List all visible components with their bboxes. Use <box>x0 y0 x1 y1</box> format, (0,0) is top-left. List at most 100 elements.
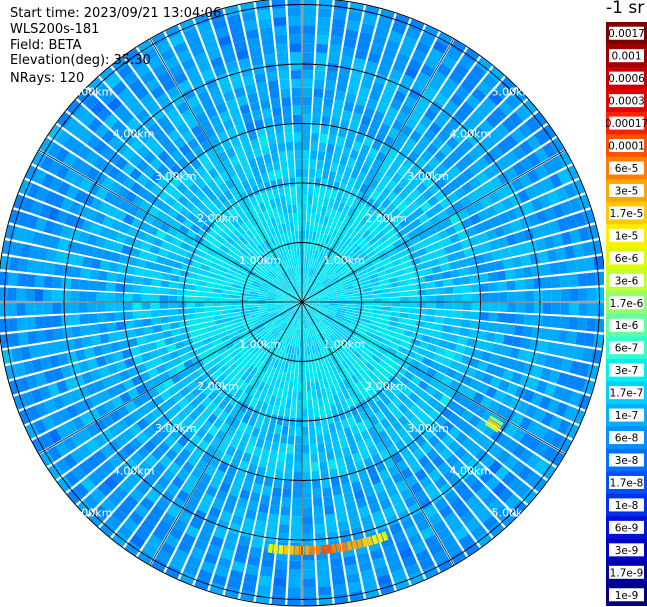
colorbar-label: 6e-7 <box>615 343 639 355</box>
colorbar-label-box <box>609 318 644 332</box>
colorbar-label: 0.001 <box>611 51 641 63</box>
feature-cell <box>320 544 326 555</box>
range-ring <box>182 182 422 422</box>
colorbar-label: 3e-8 <box>615 455 639 467</box>
ring-label: 3.00km <box>155 422 197 435</box>
colorbar-label: 1e-5 <box>615 230 639 242</box>
colorbar-label-box <box>609 520 644 534</box>
feature-cell <box>346 541 353 551</box>
colorbar-label: 0.0017 <box>608 28 645 40</box>
colorbar-label-box <box>609 139 644 153</box>
elevation-label: Elevation(deg): 35.30 <box>10 53 151 68</box>
range-ring <box>242 242 362 362</box>
radial-line <box>38 149 303 303</box>
feature-cell <box>283 545 289 555</box>
ring-label: 2.00km <box>197 380 239 393</box>
ring-label: 3.00km <box>407 170 449 183</box>
ring-label: 2.00km <box>197 212 239 225</box>
ring-label: 1.00km <box>239 338 281 351</box>
colorbar-label-box <box>609 273 644 287</box>
colorbar-label: 1.7e-6 <box>610 298 644 310</box>
colorbar-label-box <box>609 431 644 445</box>
feature-cell <box>325 544 332 554</box>
ring-label: 5.00km <box>492 86 534 99</box>
colorbar-label-box <box>609 386 644 400</box>
feature-cell <box>310 545 316 555</box>
colorbar-label-box <box>609 543 644 557</box>
radial-line <box>149 301 303 566</box>
ppi-plot: 1.00km 1.00km 1.00km 1.00km 2.00km 2.00km 2.00… <box>0 0 604 607</box>
colorbar-label: 1.7e-8 <box>610 477 644 489</box>
feature-cell <box>278 544 284 555</box>
colorbar-label-box <box>609 94 644 108</box>
ring-label: 1.00km <box>323 338 365 351</box>
colorbar-label-box <box>609 498 644 512</box>
colorbar-label-box <box>609 183 644 197</box>
ring-label: 1.00km <box>323 254 365 267</box>
colorbar-label-box <box>609 228 644 242</box>
feature-cell <box>489 415 504 426</box>
colorbar-label-box <box>609 116 644 130</box>
feature-cell <box>361 537 368 548</box>
ring-label: 4.00km <box>113 464 155 477</box>
feature-cell <box>366 536 374 546</box>
colorbar-label: 1e-7 <box>615 410 639 422</box>
colorbar-label: 1.7e-5 <box>610 208 644 220</box>
radial-line <box>301 301 566 455</box>
field-label: Field: BETA <box>10 38 82 53</box>
feature-cell <box>294 545 300 555</box>
colorbar-label: 6e-9 <box>615 522 639 534</box>
colorbar-label-box <box>609 71 644 85</box>
colorbar-label-box <box>609 475 644 489</box>
ring-label: 1.00km <box>239 254 281 267</box>
ring-label: 2.00km <box>365 212 407 225</box>
nrays-label: NRays: 120 <box>10 71 85 86</box>
feature-cell <box>341 542 348 552</box>
feature-cell <box>305 545 310 555</box>
ring-label: 5.00km <box>71 86 113 99</box>
range-gates <box>0 0 604 606</box>
colorbar-label-box <box>609 296 644 310</box>
radial-line <box>38 301 303 455</box>
ring-label: 3.00km <box>155 170 197 183</box>
feature-cell <box>330 543 337 554</box>
ring-labels: 1.00km 1.00km 1.00km 1.00km 2.00km 2.00km 2.00… <box>71 86 533 520</box>
colorbar-label: 6e-5 <box>615 163 639 175</box>
instrument-label: WLS200s-181 <box>10 22 100 37</box>
feature-cell <box>351 539 358 550</box>
radial-line <box>149 38 303 303</box>
ring-label: 4.00km <box>450 128 492 141</box>
start-time-label: Start time: 2023/09/21 13:04:06 <box>10 6 222 21</box>
feature-cell <box>381 531 389 542</box>
colorbar: 0.0017 0.001 0.0006 0.0003 0.00017 0.0001 6e-5… <box>606 22 647 606</box>
colorbar-label: 6e-6 <box>615 253 639 265</box>
colorbar-label: 1e-6 <box>615 320 639 332</box>
radial-line <box>301 149 566 303</box>
colorbar-label-box <box>609 408 644 422</box>
colorbar-label: 0.00017 <box>606 118 647 130</box>
feature-cell <box>267 543 274 554</box>
colorbar-label: 1e-9 <box>615 590 639 602</box>
feature-cell <box>371 534 379 545</box>
feature-cell <box>356 538 363 549</box>
feature-cell <box>289 545 294 555</box>
polar-grid <box>0 0 604 607</box>
colorbar-label-box <box>609 26 644 40</box>
range-ring <box>4 4 600 600</box>
colorbar-label: 3e-5 <box>615 185 639 197</box>
range-ring <box>63 63 541 541</box>
colorbar-label-box <box>609 363 644 377</box>
colorbar-label-box <box>609 588 644 602</box>
colorbar-label: 0.0001 <box>608 141 645 153</box>
feature-cell <box>376 532 384 543</box>
radial-line <box>301 38 455 303</box>
radial-line <box>301 301 455 566</box>
colorbar-label: 3e-7 <box>615 365 639 377</box>
range-ring <box>123 123 481 481</box>
colorbar-label: 3e-6 <box>615 275 639 287</box>
colorbar-label-box <box>609 49 644 63</box>
colorbar-label-box <box>609 161 644 175</box>
feature-cell <box>273 544 279 554</box>
colorbar-label-box <box>609 206 644 220</box>
colorbar-label: 0.0006 <box>608 73 645 85</box>
